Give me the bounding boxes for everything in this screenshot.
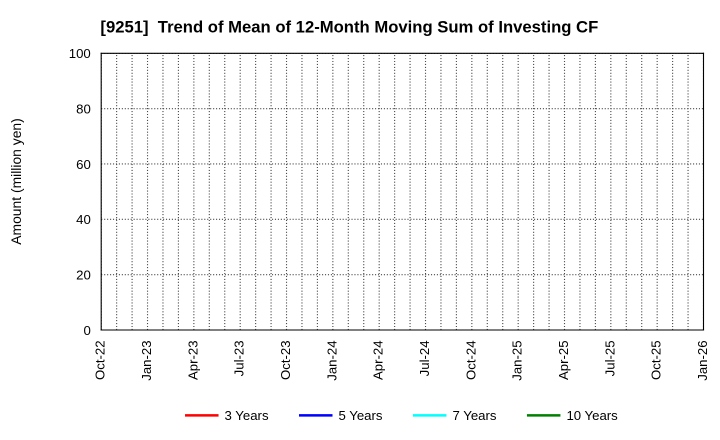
svg-text:Apr-24: Apr-24 — [371, 340, 386, 380]
svg-text:60: 60 — [76, 157, 91, 172]
svg-text:Oct-24: Oct-24 — [463, 340, 478, 380]
svg-text:5 Years: 5 Years — [339, 408, 383, 423]
svg-text:Apr-23: Apr-23 — [185, 340, 200, 380]
svg-text:0: 0 — [83, 323, 90, 338]
svg-text:Jan-26: Jan-26 — [695, 340, 710, 380]
svg-text:Jul-24: Jul-24 — [417, 340, 432, 376]
svg-text:20: 20 — [76, 267, 91, 282]
svg-text:Apr-25: Apr-25 — [556, 340, 571, 380]
svg-text:Amount (million yen): Amount (million yen) — [8, 118, 24, 244]
svg-text:100: 100 — [69, 46, 91, 61]
svg-text:3 Years: 3 Years — [225, 408, 269, 423]
svg-text:Oct-22: Oct-22 — [93, 340, 108, 380]
svg-text:10 Years: 10 Years — [566, 408, 618, 423]
svg-text:40: 40 — [76, 212, 91, 227]
svg-text:Jan-24: Jan-24 — [324, 340, 339, 380]
svg-text:80: 80 — [76, 101, 91, 116]
svg-text:7 Years: 7 Years — [452, 408, 496, 423]
svg-text:Jan-25: Jan-25 — [510, 340, 525, 380]
svg-text:Jan-23: Jan-23 — [139, 340, 154, 380]
svg-text:Jul-23: Jul-23 — [232, 340, 247, 376]
svg-text:Jul-25: Jul-25 — [602, 340, 617, 376]
svg-text:[9251] Trend of Mean of 12-Mo: [9251] Trend of Mean of 12-Month Moving … — [100, 17, 598, 36]
svg-text:Oct-25: Oct-25 — [649, 340, 664, 380]
svg-text:Oct-23: Oct-23 — [278, 340, 293, 380]
